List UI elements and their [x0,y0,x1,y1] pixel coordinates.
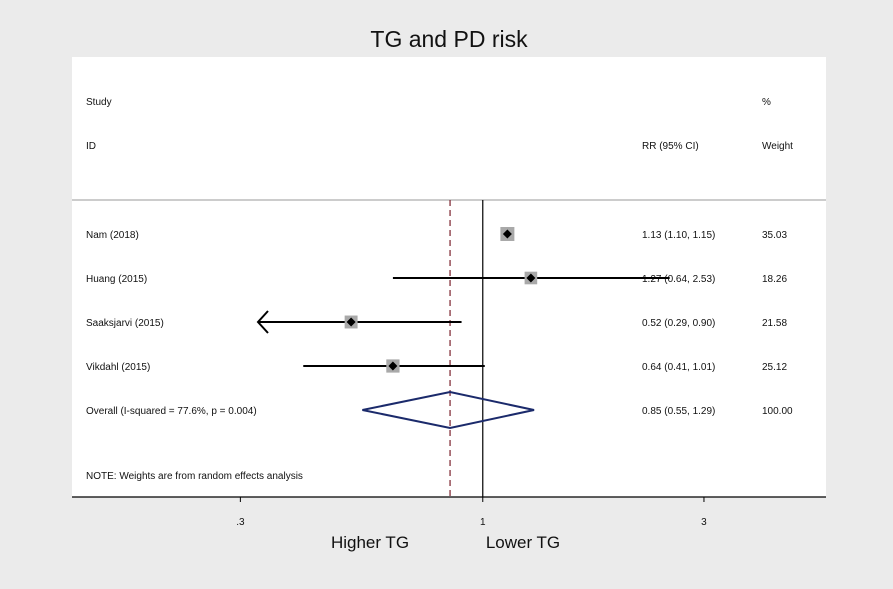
study-label: Saaksjarvi (2015) [86,318,164,329]
x-tick-label: .3 [236,517,245,528]
weights-note: NOTE: Weights are from random effects an… [86,471,303,482]
study-ci: 0.64 (0.41, 1.01) [642,362,715,373]
overall-diamond [362,390,535,430]
study-label: Nam (2018) [86,230,139,241]
header-percent: % [762,97,771,108]
point-estimate-marker [502,229,512,239]
header-study: Study [86,97,112,108]
point-estimate-marker [526,273,536,283]
x-tick-label: 1 [480,517,486,528]
xlabel-lower-tg: Lower TG [486,533,560,552]
point-estimate-marker [388,361,398,371]
point-estimate-marker [346,317,356,327]
x-tick-label: 3 [701,517,707,528]
header-ci: RR (95% CI) [642,141,699,152]
study-label: Vikdahl (2015) [86,362,150,373]
study-label: Huang (2015) [86,274,147,285]
overall-label: Overall (I-squared = 77.6%, p = 0.004) [86,406,257,417]
study-weight: 18.26 [762,274,787,285]
study-ci: 1.13 (1.10, 1.15) [642,230,715,241]
header-weight: Weight [762,141,793,152]
overall-ci: 0.85 (0.55, 1.29) [642,406,715,417]
header-id: ID [86,141,96,152]
study-ci: 0.52 (0.29, 0.90) [642,318,715,329]
x-axis-ticks: .3 1 3 [236,497,707,528]
study-ci: 1.27 (0.64, 2.53) [642,274,715,285]
study-weight: 21.58 [762,318,787,329]
overall-weight: 100.00 [762,406,793,417]
study-weight: 25.12 [762,362,787,373]
study-weight: 35.03 [762,230,787,241]
chart-title: TG and PD risk [370,26,528,52]
xlabel-higher-tg: Higher TG [331,533,409,552]
forest-marks: Nam (2018) 1.13 (1.10, 1.15) 35.03 Huang (2… [86,200,793,497]
ci-truncation-arrow [256,310,269,334]
